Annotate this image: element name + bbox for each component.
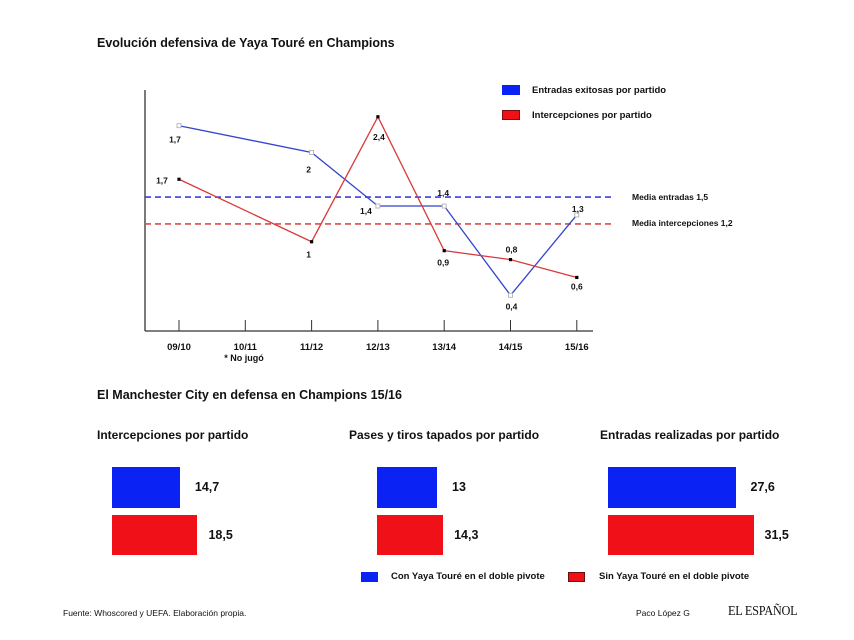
data-point-intercepciones: [508, 257, 513, 262]
data-point-entradas: [574, 212, 580, 218]
data-label: 1: [306, 250, 311, 260]
author-credit: Paco López G: [636, 608, 690, 618]
bar-value-label: 31,5: [764, 528, 789, 542]
x-tick-label: 11/12: [300, 342, 323, 353]
source-note: Fuente: Whoscored y UEFA. Elaboración pr…: [63, 608, 247, 618]
bar-value-label: 27,6: [750, 480, 775, 494]
x-category-note: * No jugó: [224, 353, 264, 363]
brand-logo: EL ESPAÑOL: [728, 604, 798, 619]
line-chart: 09/10 10/11* No jugó 11/12 12/13 13/14 14/15 1…: [144, 90, 733, 363]
data-label: 0,6: [571, 281, 583, 291]
data-point-intercepciones: [310, 240, 314, 244]
legend-swatch-entradas: [502, 85, 520, 95]
bar-con-yaya: [608, 467, 736, 508]
bar-sin-yaya: [377, 515, 444, 555]
data-label: 1,7: [169, 135, 181, 145]
bar-chart-title-intercepciones: Intercepciones por partido: [97, 428, 249, 442]
data-label: 2: [306, 164, 311, 174]
legend-swatch-intercepciones: [502, 110, 520, 120]
series-line-intercepciones: [178, 115, 577, 279]
data-point-entradas: [176, 123, 182, 129]
data-label: 1,4: [360, 206, 372, 216]
x-tick-label: 14/15: [499, 342, 523, 353]
data-label: 1,4: [437, 188, 449, 198]
line-chart-title: Evolución defensiva de Yaya Touré en Cha…: [97, 36, 395, 50]
x-tick-label: 12/13: [366, 342, 390, 353]
data-label: 0,4: [506, 301, 518, 311]
bar-con-yaya: [112, 467, 180, 508]
legend-swatch-sin: [568, 572, 585, 582]
reference-line-label: Media intercepciones 1,2: [632, 218, 733, 228]
bar-chart-title-pases: Pases y tiros tapados por partido: [349, 428, 540, 442]
data-point-intercepciones: [442, 249, 446, 253]
data-label: 0,8: [506, 245, 518, 255]
data-label: 1,3: [572, 204, 584, 214]
series-line-entradas: [178, 125, 578, 297]
data-point-intercepciones: [376, 115, 380, 119]
legend-label-con: Con Yaya Touré en el doble pivote: [391, 571, 545, 582]
bar-sin-yaya: [112, 515, 198, 555]
x-tick-label: 09/10: [167, 342, 191, 353]
data-point-entradas: [309, 150, 315, 155]
x-tick-label: 10/11: [234, 342, 258, 353]
legend-label-intercepciones: Intercepciones por partido: [532, 110, 652, 121]
x-tick-label: 13/14: [432, 342, 456, 353]
legend-label-entradas: Entradas exitosas por partido: [532, 85, 667, 96]
section2-title: El Manchester City en defensa en Champio…: [97, 388, 402, 402]
legend-label-sin: Sin Yaya Touré en el doble pivote: [599, 571, 750, 582]
reference-line-label: Media entradas 1,5: [632, 192, 708, 202]
data-label: 1,7: [156, 175, 168, 185]
legend-swatch-con: [361, 572, 378, 582]
data-point-intercepciones: [177, 177, 181, 181]
data-point-entradas: [508, 292, 513, 298]
bar-chart-title-entradas: Entradas realizadas por partido: [600, 428, 780, 442]
bar-con-yaya: [377, 467, 438, 508]
data-label: 2,4: [373, 132, 385, 142]
bar-value-label: 13: [452, 480, 466, 494]
data-point-entradas: [375, 203, 381, 209]
bar-value-label: 14,7: [194, 480, 220, 494]
data-point-entradas: [441, 203, 447, 209]
data-label: 0,9: [437, 258, 449, 268]
data-point-intercepciones: [575, 275, 579, 280]
bar-value-label: 14,3: [454, 528, 479, 542]
bar-sin-yaya: [608, 515, 754, 555]
bar-value-label: 18,5: [208, 528, 233, 542]
x-tick-label: 15/16: [565, 342, 589, 353]
